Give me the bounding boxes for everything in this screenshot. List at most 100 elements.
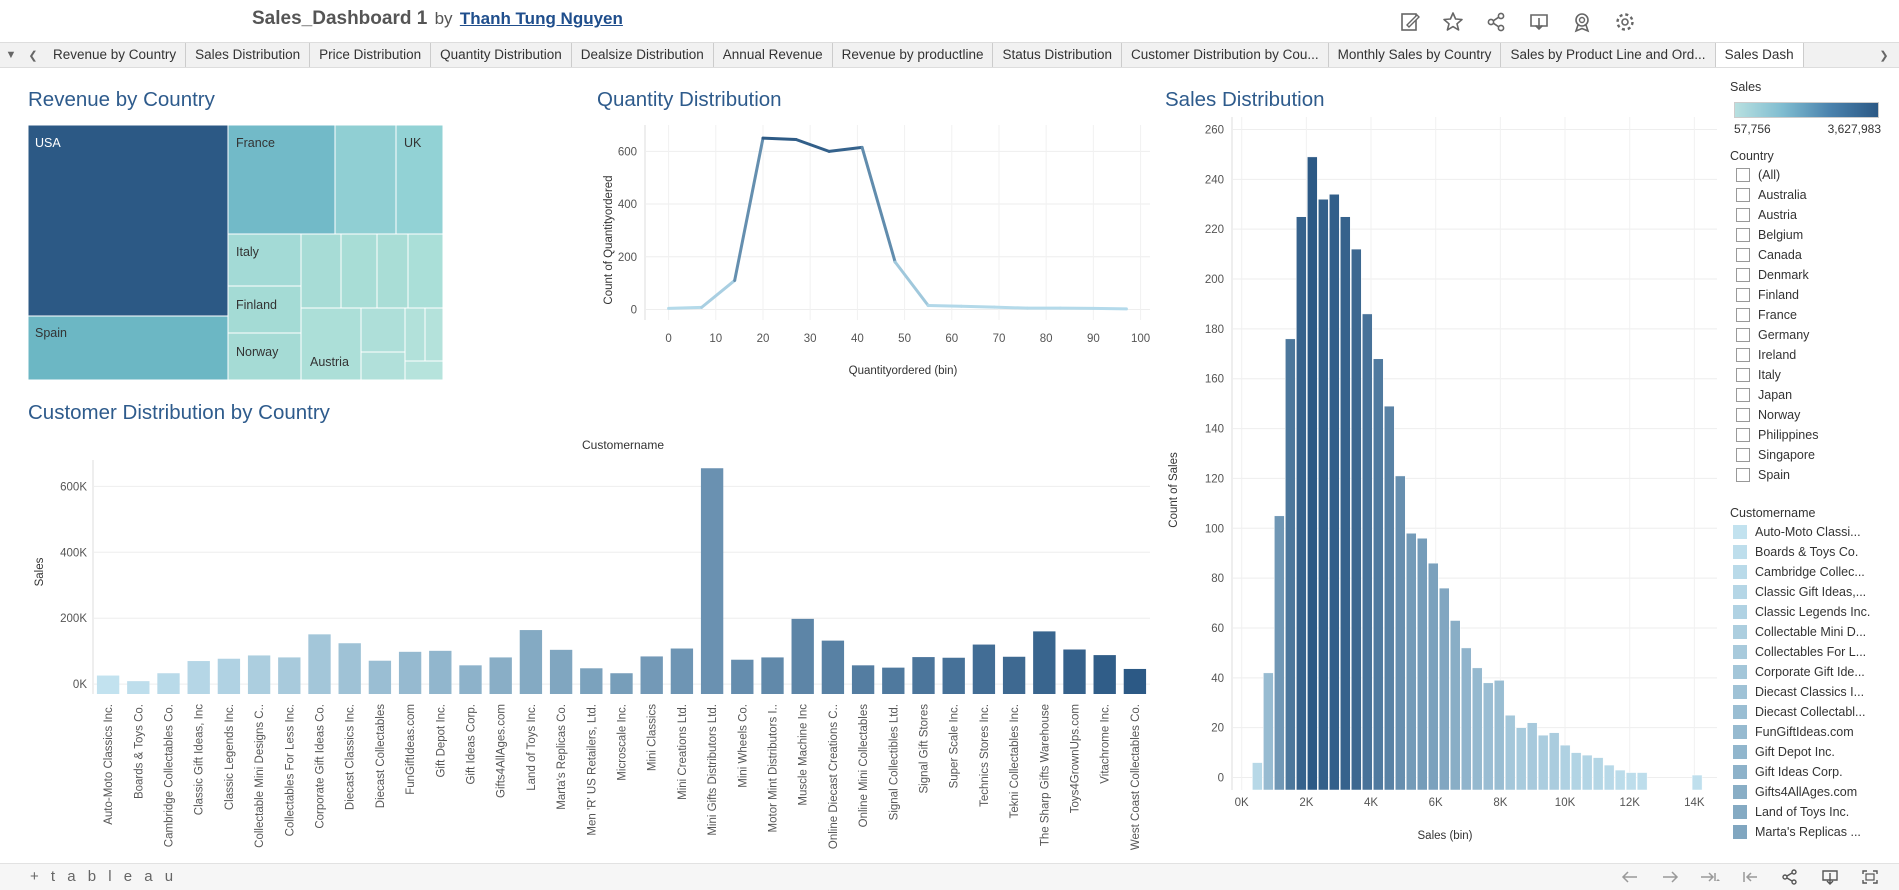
customer-bar[interactable] bbox=[792, 619, 814, 694]
histogram-bar[interactable] bbox=[1516, 728, 1526, 790]
customer-legend-item[interactable]: Auto-Moto Classi... bbox=[1733, 522, 1893, 542]
customer-bar[interactable] bbox=[671, 649, 693, 694]
customer-bar[interactable] bbox=[852, 665, 874, 694]
data-point[interactable] bbox=[733, 279, 736, 282]
histogram-bar[interactable] bbox=[1373, 359, 1383, 790]
tab-scroll-right-icon[interactable]: ❯ bbox=[1873, 44, 1895, 66]
histogram-bar[interactable] bbox=[1274, 516, 1284, 790]
customer-bar[interactable] bbox=[641, 656, 663, 694]
customer-bar[interactable] bbox=[308, 634, 330, 694]
data-point[interactable] bbox=[1092, 307, 1095, 310]
checkbox[interactable] bbox=[1736, 448, 1750, 462]
histogram-bar[interactable] bbox=[1527, 723, 1537, 790]
histogram-bar[interactable] bbox=[1329, 194, 1339, 790]
data-point[interactable] bbox=[761, 137, 764, 140]
histogram-bar[interactable] bbox=[1549, 733, 1559, 790]
histogram-bar[interactable] bbox=[1505, 715, 1515, 790]
customer-bar[interactable] bbox=[157, 673, 179, 694]
sheet-tab[interactable]: Dealsize Distribution bbox=[572, 43, 714, 67]
customer-bar[interactable] bbox=[490, 657, 512, 694]
author-link[interactable]: Thanh Tung Nguyen bbox=[460, 9, 623, 28]
undo-icon[interactable] bbox=[1618, 867, 1642, 887]
download-icon[interactable] bbox=[1527, 10, 1551, 34]
checkbox[interactable] bbox=[1736, 308, 1750, 322]
redo-icon[interactable] bbox=[1658, 867, 1682, 887]
treemap-cell[interactable] bbox=[361, 352, 405, 380]
data-point[interactable] bbox=[894, 261, 897, 264]
data-point[interactable] bbox=[828, 150, 831, 153]
customer-bar[interactable] bbox=[610, 673, 632, 694]
checkbox[interactable] bbox=[1736, 348, 1750, 362]
country-filter-item[interactable]: Italy bbox=[1736, 365, 1781, 384]
country-filter-item[interactable]: France bbox=[1736, 305, 1797, 324]
histogram-bar[interactable] bbox=[1285, 339, 1295, 790]
fullscreen-icon[interactable] bbox=[1858, 867, 1882, 887]
checkbox[interactable] bbox=[1736, 468, 1750, 482]
customer-bar[interactable] bbox=[97, 676, 119, 694]
customer-legend-item[interactable]: Gifts4AllAges.com bbox=[1733, 782, 1893, 802]
histogram-bar[interactable] bbox=[1406, 533, 1416, 790]
histogram-bar[interactable] bbox=[1538, 735, 1548, 790]
checkbox[interactable] bbox=[1736, 408, 1750, 422]
customer-legend-item[interactable]: Corporate Gift Ide... bbox=[1733, 662, 1893, 682]
histogram-bar[interactable] bbox=[1692, 775, 1702, 790]
data-point[interactable] bbox=[667, 307, 670, 310]
badge-icon[interactable] bbox=[1570, 10, 1594, 34]
country-filter-item[interactable]: Germany bbox=[1736, 325, 1809, 344]
customer-bar[interactable] bbox=[1124, 669, 1146, 694]
customer-legend-item[interactable]: Collectable Mini D... bbox=[1733, 622, 1893, 642]
checkbox[interactable] bbox=[1736, 268, 1750, 282]
histogram-bar[interactable] bbox=[1318, 199, 1328, 790]
customer-bar[interactable] bbox=[1094, 655, 1116, 694]
treemap-cell[interactable] bbox=[361, 308, 405, 352]
checkbox[interactable] bbox=[1736, 208, 1750, 222]
customer-legend-item[interactable]: Cambridge Collec... bbox=[1733, 562, 1893, 582]
histogram-bar[interactable] bbox=[1604, 765, 1614, 790]
customer-legend-item[interactable]: FunGiftIdeas.com bbox=[1733, 722, 1893, 742]
histogram-bar[interactable] bbox=[1340, 217, 1350, 790]
customer-legend-item[interactable]: Diecast Classics I... bbox=[1733, 682, 1893, 702]
country-filter-item[interactable]: Singapore bbox=[1736, 445, 1815, 464]
checkbox[interactable] bbox=[1736, 388, 1750, 402]
customer-bar[interactable] bbox=[1063, 650, 1085, 694]
histogram-bar[interactable] bbox=[1571, 753, 1581, 790]
treemap-cell[interactable] bbox=[405, 361, 443, 380]
sheet-tab[interactable]: Sales Distribution bbox=[186, 43, 310, 67]
customer-legend-item[interactable]: Boards & Toys Co. bbox=[1733, 542, 1893, 562]
treemap-cell[interactable] bbox=[377, 234, 408, 308]
revenue-treemap[interactable]: USA France UK Spain Italy Finland Norway… bbox=[28, 125, 443, 380]
country-filter-item[interactable]: Ireland bbox=[1736, 345, 1796, 364]
histogram-bar[interactable] bbox=[1307, 157, 1317, 790]
customer-bar[interactable] bbox=[127, 681, 149, 694]
customer-bar[interactable] bbox=[339, 643, 361, 694]
download-icon[interactable] bbox=[1818, 867, 1842, 887]
sheet-tab[interactable]: Sales Dash bbox=[1716, 43, 1804, 67]
checkbox[interactable] bbox=[1736, 248, 1750, 262]
customer-bar[interactable] bbox=[973, 645, 995, 694]
customer-bar[interactable] bbox=[278, 657, 300, 694]
checkbox[interactable] bbox=[1736, 288, 1750, 302]
customer-legend-item[interactable]: Collectables For L... bbox=[1733, 642, 1893, 662]
treemap-cell[interactable] bbox=[425, 308, 443, 361]
treemap-cell-austria[interactable] bbox=[301, 308, 361, 380]
checkbox[interactable] bbox=[1736, 188, 1750, 202]
customer-bar[interactable] bbox=[218, 659, 240, 694]
data-point[interactable] bbox=[1026, 307, 1029, 310]
data-point[interactable] bbox=[795, 138, 798, 141]
share-icon[interactable] bbox=[1484, 10, 1508, 34]
customer-legend-item[interactable]: Gift Ideas Corp. bbox=[1733, 762, 1893, 782]
customer-bar[interactable] bbox=[912, 657, 934, 694]
country-filter-item[interactable]: Australia bbox=[1736, 185, 1807, 204]
histogram-bar[interactable] bbox=[1615, 770, 1625, 790]
data-point[interactable] bbox=[1059, 307, 1062, 310]
sheet-tab[interactable]: Monthly Sales by Country bbox=[1329, 43, 1502, 67]
customer-bar[interactable] bbox=[1003, 657, 1025, 694]
customer-bar[interactable] bbox=[882, 668, 904, 694]
customer-legend-item[interactable]: Marta's Replicas ... bbox=[1733, 822, 1893, 842]
sheet-tab[interactable]: Revenue by Country bbox=[44, 43, 186, 67]
reset-icon[interactable] bbox=[1738, 867, 1762, 887]
histogram-bar[interactable] bbox=[1395, 476, 1405, 790]
country-filter-item[interactable]: Norway bbox=[1736, 405, 1800, 424]
